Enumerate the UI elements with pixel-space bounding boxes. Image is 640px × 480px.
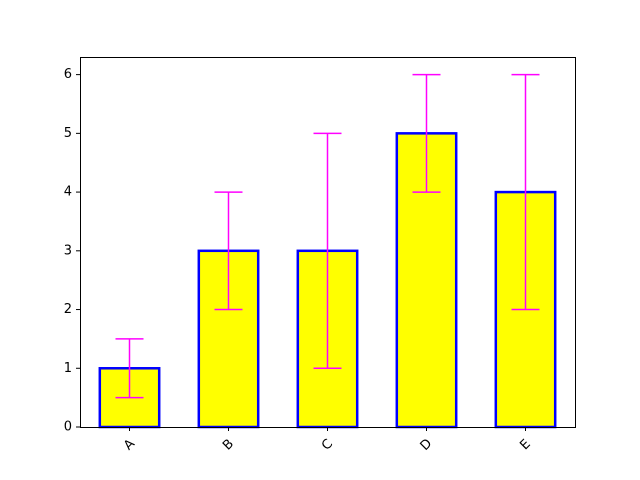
y-tick-label: 5 — [64, 126, 72, 141]
y-tick-label: 1 — [64, 361, 72, 376]
x-tick-label: E — [517, 437, 533, 453]
error-bar-B — [214, 191, 243, 311]
x-tick-label: D — [418, 436, 436, 454]
y-tick-label: 6 — [64, 67, 72, 82]
x-tick-label: C — [319, 436, 336, 453]
error-bar-E — [511, 73, 540, 311]
y-tick-label: 2 — [64, 302, 72, 317]
error-bar-A — [115, 338, 144, 399]
y-tick-label: 4 — [64, 185, 72, 200]
x-axis-ticks: A B C D E — [121, 427, 534, 454]
error-bar-C — [313, 132, 342, 370]
x-tick-label: B — [220, 437, 237, 454]
bar-D — [395, 132, 458, 429]
error-bar-D — [412, 73, 441, 193]
y-axis-ticks: 0 1 2 3 4 5 6 — [64, 67, 80, 435]
error-bars-layer — [115, 73, 540, 399]
y-tick-label: 0 — [64, 420, 72, 435]
x-tick-label: A — [121, 436, 138, 453]
y-tick-label: 3 — [64, 243, 72, 258]
